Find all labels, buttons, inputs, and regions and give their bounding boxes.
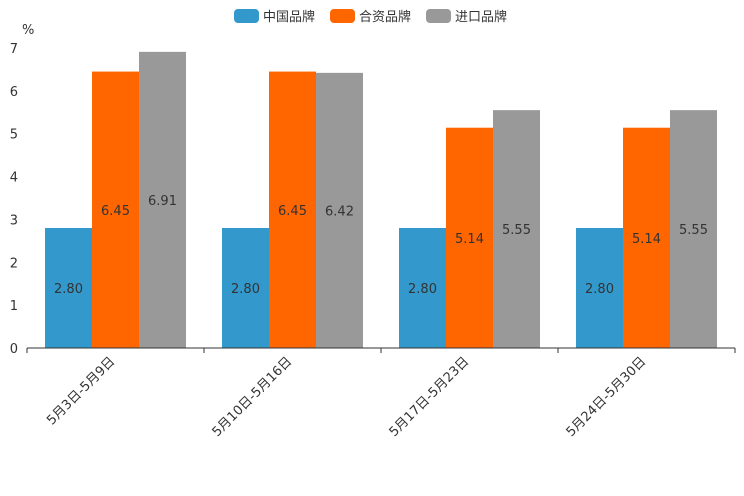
- legend-label[interactable]: 进口品牌: [455, 9, 507, 25]
- bar: [493, 110, 540, 349]
- y-axis-unit-label: %: [22, 23, 34, 38]
- bars: 2.80 6.45 6.91 2.80 6.45 6.42 2.80 5.14 5.55 2.80…: [45, 51, 717, 349]
- data-label: 5.55: [679, 223, 708, 238]
- legend: 中国品牌 合资品牌 进口品牌: [234, 9, 507, 25]
- bar: [269, 71, 316, 349]
- x-axis: 5月3日-5月9日 5月10日-5月16日 5月17日-5月23日 5月24日-5月3…: [44, 354, 649, 440]
- y-tick-label: 2: [10, 256, 18, 271]
- x-tick-label: 5月24日-5月30日: [564, 354, 650, 440]
- x-tick-label: 5月3日-5月9日: [44, 354, 118, 428]
- x-tick-label: 5月17日-5月23日: [387, 354, 473, 440]
- bar: [222, 228, 269, 348]
- data-label: 2.80: [231, 282, 260, 297]
- legend-swatch[interactable]: [330, 9, 355, 23]
- bar: [670, 110, 717, 349]
- y-tick-label: 1: [10, 299, 18, 314]
- y-tick-label: 0: [10, 342, 18, 357]
- bar: [92, 71, 139, 349]
- bar: [316, 72, 363, 348]
- data-label: 6.91: [148, 194, 177, 209]
- legend-label[interactable]: 中国品牌: [263, 9, 315, 25]
- data-label: 2.80: [408, 282, 437, 297]
- y-tick-label: 7: [10, 42, 18, 57]
- data-label: 5.55: [502, 223, 531, 238]
- data-label: 5.14: [632, 232, 661, 247]
- data-label: 5.14: [455, 232, 484, 247]
- y-tick-label: 6: [10, 85, 18, 100]
- bar: [45, 228, 92, 348]
- bar: [446, 127, 493, 348]
- axes: [26, 347, 736, 353]
- bar: [399, 228, 446, 348]
- data-label: 2.80: [585, 282, 614, 297]
- legend-swatch[interactable]: [234, 9, 259, 23]
- bar: [576, 228, 623, 348]
- bar: [623, 127, 670, 348]
- data-label: 2.80: [54, 282, 83, 297]
- y-tick-label: 3: [10, 213, 18, 228]
- y-tick-label: 4: [10, 171, 18, 186]
- data-label: 6.45: [278, 204, 307, 219]
- data-label: 6.42: [325, 204, 354, 219]
- legend-swatch[interactable]: [426, 9, 451, 23]
- legend-label[interactable]: 合资品牌: [359, 9, 411, 25]
- bar: [139, 51, 186, 348]
- data-label: 6.45: [101, 204, 130, 219]
- x-tick-label: 5月10日-5月16日: [210, 354, 296, 440]
- y-tick-label: 5: [10, 128, 18, 143]
- y-axis: 0 1 2 3 4 5 6 7: [10, 42, 18, 357]
